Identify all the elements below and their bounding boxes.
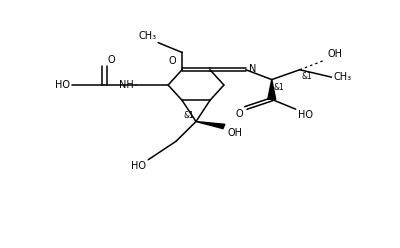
Text: OH: OH [328,49,342,59]
Text: O: O [108,55,115,65]
Text: HO: HO [298,110,313,120]
Text: &1: &1 [183,111,194,120]
Text: CH₃: CH₃ [334,72,352,82]
Text: &1: &1 [274,83,284,92]
Text: CH₃: CH₃ [138,31,156,41]
Polygon shape [196,122,225,129]
Polygon shape [268,80,276,99]
Text: HO: HO [56,80,70,90]
Text: HO: HO [131,161,146,171]
Text: O: O [168,56,176,66]
Text: N: N [249,64,256,74]
Text: O: O [236,109,244,119]
Text: NH: NH [120,80,134,90]
Text: OH: OH [228,128,243,138]
Text: &1: &1 [302,72,312,81]
